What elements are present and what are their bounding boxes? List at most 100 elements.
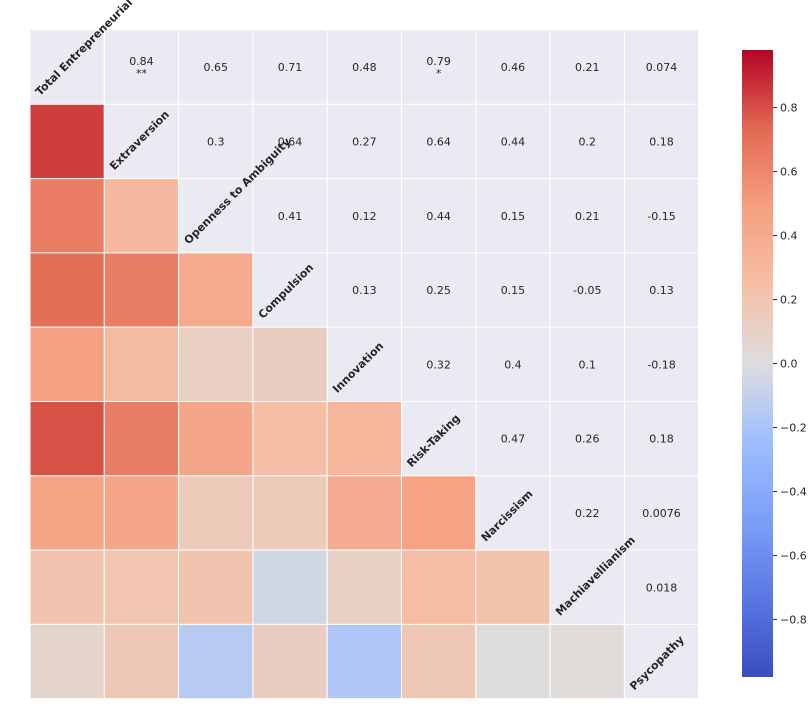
- heatmap-cell: [29, 252, 105, 328]
- colorbar-ticks: 0.8 0.6 0.4 0.2 0.0 −0.2 −0.4 −0.6 −0.8: [773, 102, 807, 626]
- heatmap-cell-empty: [401, 326, 477, 403]
- cell-value-label: 0.074: [646, 61, 678, 74]
- heatmap-cell-empty: [178, 103, 254, 180]
- heatmap-cell: [252, 623, 328, 700]
- cell-value-label: 0.4: [504, 358, 522, 371]
- heatmap-cell-empty: [549, 252, 625, 328]
- heatmap-cells: [29, 29, 700, 700]
- heatmap-cell-empty: [252, 252, 328, 328]
- colorbar-tick-label: −0.4: [780, 485, 807, 498]
- heatmap-cell: [29, 549, 105, 625]
- heatmap-cell: [326, 401, 403, 477]
- cell-value-label: 0.84: [129, 55, 154, 68]
- cell-value-label: 0.18: [649, 433, 674, 446]
- colorbar: 0.8 0.6 0.4 0.2 0.0 −0.2 −0.4 −0.6 −0.8: [742, 50, 807, 677]
- cell-value-label: 0.32: [426, 358, 451, 371]
- heatmap-cell-empty: [623, 401, 700, 477]
- cell-value-label: 0.3: [207, 135, 225, 148]
- heatmap-cell-empty: [623, 252, 700, 328]
- heatmap-cell: [252, 475, 328, 551]
- colorbar-gradient: [742, 50, 773, 677]
- cell-value-label: 0.0076: [642, 507, 681, 520]
- cell-value-label: 0.64: [278, 135, 303, 148]
- cell-value-label: 0.15: [501, 284, 526, 297]
- heatmap-cell-empty: [178, 29, 254, 105]
- heatmap-cell-empty: [475, 326, 551, 403]
- heatmap-cell-empty: [623, 549, 700, 625]
- heatmap-cell-empty: [326, 29, 403, 105]
- heatmap-cell-empty: [623, 178, 700, 254]
- heatmap-cell-empty: [549, 401, 625, 477]
- heatmap-cell: [475, 549, 551, 625]
- heatmap-cell: [178, 475, 254, 551]
- cell-value-label: 0.71: [278, 61, 303, 74]
- cell-value-label: 0.018: [646, 581, 678, 594]
- heatmap-cell: [178, 623, 254, 700]
- cell-value-label: 0.48: [352, 61, 377, 74]
- cell-value-label: 0.1: [579, 358, 597, 371]
- colorbar-tick-label: 0.6: [780, 166, 798, 179]
- heatmap-cell-empty: [549, 29, 625, 105]
- heatmap-cell: [178, 252, 254, 328]
- cell-value-label: 0.64: [426, 135, 451, 148]
- cell-value-label: 0.22: [575, 507, 600, 520]
- heatmap-cell: [252, 326, 328, 403]
- cell-value-label: 0.13: [352, 284, 377, 297]
- cell-value-label: 0.15: [501, 210, 526, 223]
- heatmap-cell: [103, 326, 180, 403]
- cell-value-label: 0.21: [575, 61, 600, 74]
- heatmap-cell: [178, 549, 254, 625]
- heatmap-cell-empty: [475, 178, 551, 254]
- heatmap-cell: [29, 401, 105, 477]
- heatmap-cell: [29, 103, 105, 180]
- heatmap-cell: [103, 623, 180, 700]
- heatmap-cell: [326, 549, 403, 625]
- heatmap-cell-empty: [475, 475, 551, 551]
- significance-marker: *: [436, 67, 442, 80]
- heatmap-cell-empty: [401, 29, 477, 105]
- cell-value-label: 0.46: [501, 61, 526, 74]
- colorbar-tick-label: −0.2: [780, 421, 807, 434]
- colorbar-tick-label: 0.0: [780, 358, 798, 371]
- cell-value-label: -0.05: [573, 284, 601, 297]
- heatmap-cell: [401, 549, 477, 625]
- heatmap-cell-empty: [401, 401, 477, 477]
- colorbar-tick-label: −0.6: [780, 549, 807, 562]
- heatmap-cell: [178, 326, 254, 403]
- heatmap-cell-empty: [623, 326, 700, 403]
- heatmap-cell: [326, 623, 403, 700]
- colorbar-tick-label: 0.2: [780, 294, 798, 307]
- heatmap-cell: [178, 401, 254, 477]
- colorbar-tick-label: 0.8: [780, 102, 798, 115]
- cell-value-label: 0.44: [501, 135, 526, 148]
- colorbar-tick-label: 0.4: [780, 230, 798, 243]
- heatmap-cell-empty: [252, 103, 328, 180]
- cell-value-label: 0.47: [501, 433, 526, 446]
- heatmap-cell: [252, 549, 328, 625]
- heatmap-cell-empty: [549, 103, 625, 180]
- heatmap-cell-empty: [252, 178, 328, 254]
- cell-value-label: 0.65: [204, 61, 229, 74]
- heatmap-cell-empty: [178, 178, 254, 254]
- heatmap-cell-empty: [103, 29, 180, 105]
- heatmap-cell: [326, 475, 403, 551]
- heatmap-cell: [103, 549, 180, 625]
- cell-value-label: 0.2: [579, 135, 597, 148]
- heatmap-cell: [549, 623, 625, 700]
- cell-value-label: -0.18: [647, 358, 675, 371]
- cell-value-label: 0.21: [575, 210, 600, 223]
- heatmap-cell: [103, 475, 180, 551]
- heatmap-cell-empty: [326, 178, 403, 254]
- cell-value-label: 0.41: [278, 210, 303, 223]
- heatmap-cell: [29, 326, 105, 403]
- cell-value-label: 0.26: [575, 433, 600, 446]
- cell-value-label: 0.79: [426, 55, 451, 68]
- heatmap-cell: [401, 623, 477, 700]
- heatmap-cell: [29, 178, 105, 254]
- cell-value-label: 0.44: [426, 210, 451, 223]
- cell-value-label: 0.25: [426, 284, 451, 297]
- heatmap-cell-empty: [623, 623, 700, 700]
- cell-value-label: 0.12: [352, 210, 377, 223]
- heatmap-cell: [29, 623, 105, 700]
